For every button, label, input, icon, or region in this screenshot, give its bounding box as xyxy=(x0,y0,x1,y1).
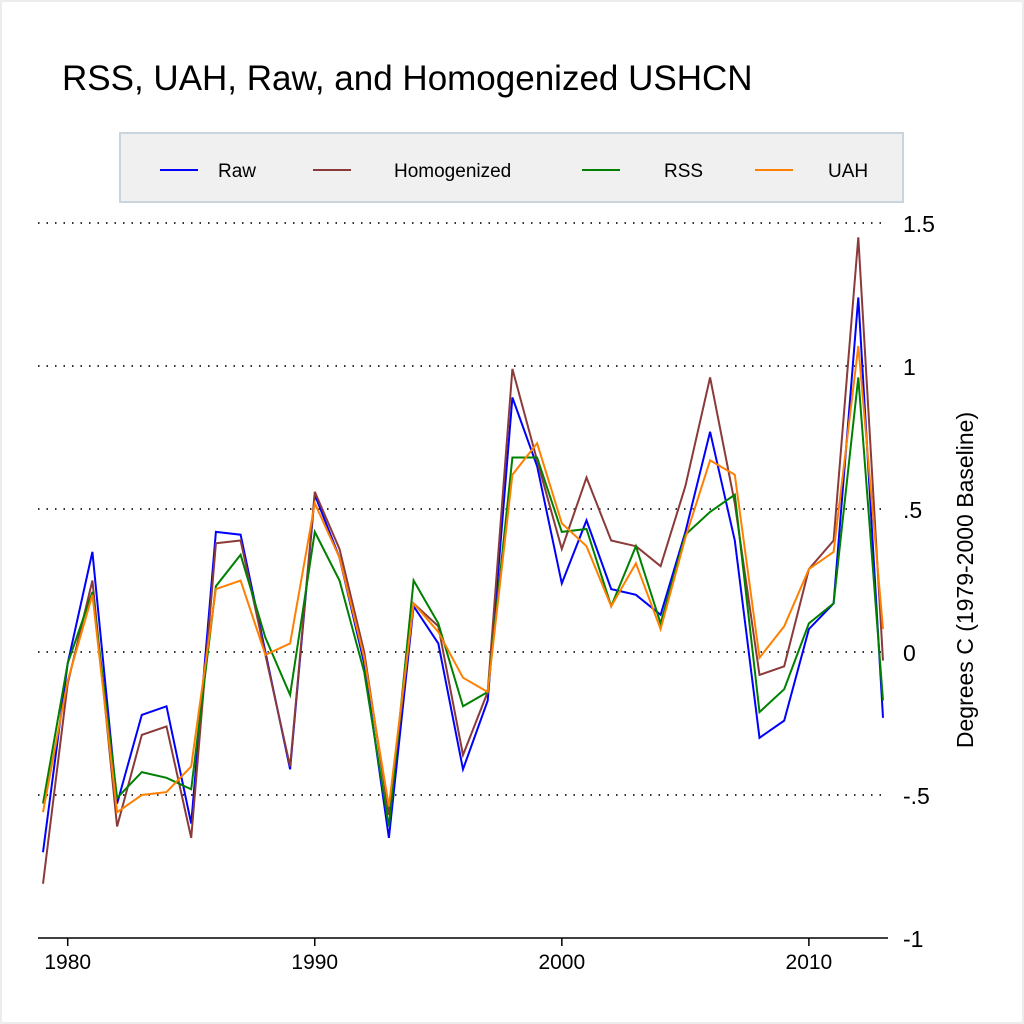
legend-label-rss: RSS xyxy=(664,161,703,182)
y-tick-label: .5 xyxy=(903,497,922,523)
y-tick-label: 1 xyxy=(903,354,916,380)
series-line-rss xyxy=(42,377,884,827)
series-line-homogenized xyxy=(42,237,884,884)
legend-label-uah: UAH xyxy=(828,161,868,182)
legend-label-homogenized: Homogenized xyxy=(394,161,511,182)
series-line-uah xyxy=(42,345,884,814)
series-lines xyxy=(42,237,884,884)
y-tick-label: 0 xyxy=(903,640,916,666)
y-tick-label: -1 xyxy=(903,926,923,952)
x-tick-label: 1980 xyxy=(44,951,91,974)
y-axis: 1.51.50-.5-1 xyxy=(903,211,935,952)
legend: Raw Homogenized RSS UAH xyxy=(119,132,904,203)
legend-label-raw: Raw xyxy=(218,161,256,182)
y-tick-label: -.5 xyxy=(903,783,930,809)
x-tick-label: 1990 xyxy=(291,951,338,974)
y-tick-label: 1.5 xyxy=(903,211,935,237)
gridlines xyxy=(38,222,888,796)
x-tick-label: 2000 xyxy=(538,951,585,974)
series-line-raw xyxy=(42,297,884,853)
x-tick-label: 2010 xyxy=(786,951,833,974)
legend-box xyxy=(119,132,904,203)
x-axis: 1980 1990 2000 2010 xyxy=(38,937,888,974)
chart-title: RSS, UAH, Raw, and Homogenized USHCN xyxy=(62,59,753,98)
y-axis-label: Degrees C (1979-2000 Baseline) xyxy=(952,412,978,748)
